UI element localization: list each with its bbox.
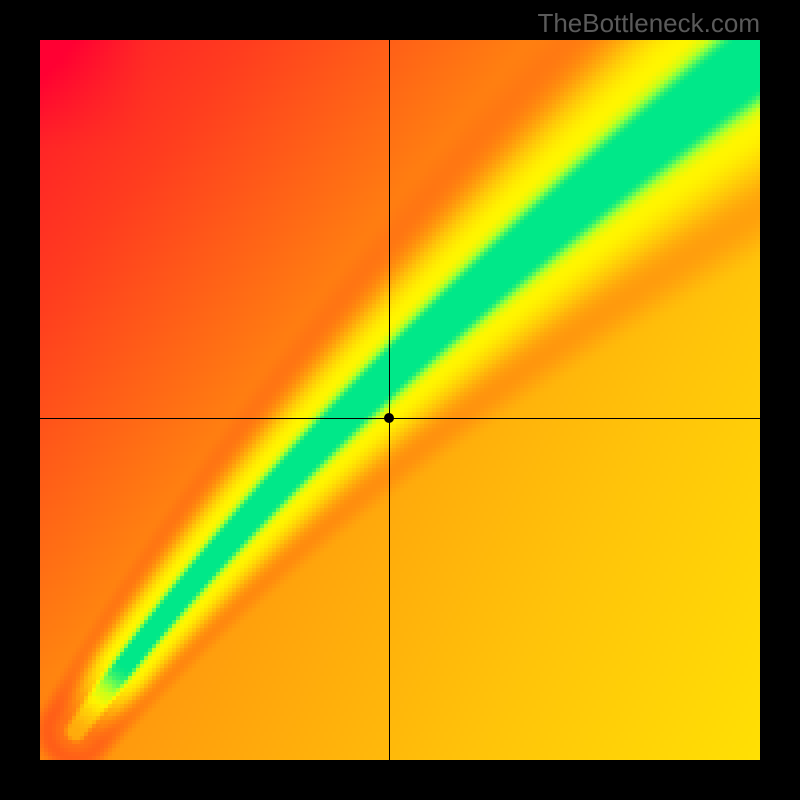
crosshair-marker (384, 413, 394, 423)
bottleneck-heatmap (40, 40, 760, 760)
crosshair-vertical (389, 40, 390, 760)
crosshair-horizontal (40, 418, 760, 419)
watermark-text: TheBottleneck.com (537, 8, 760, 39)
